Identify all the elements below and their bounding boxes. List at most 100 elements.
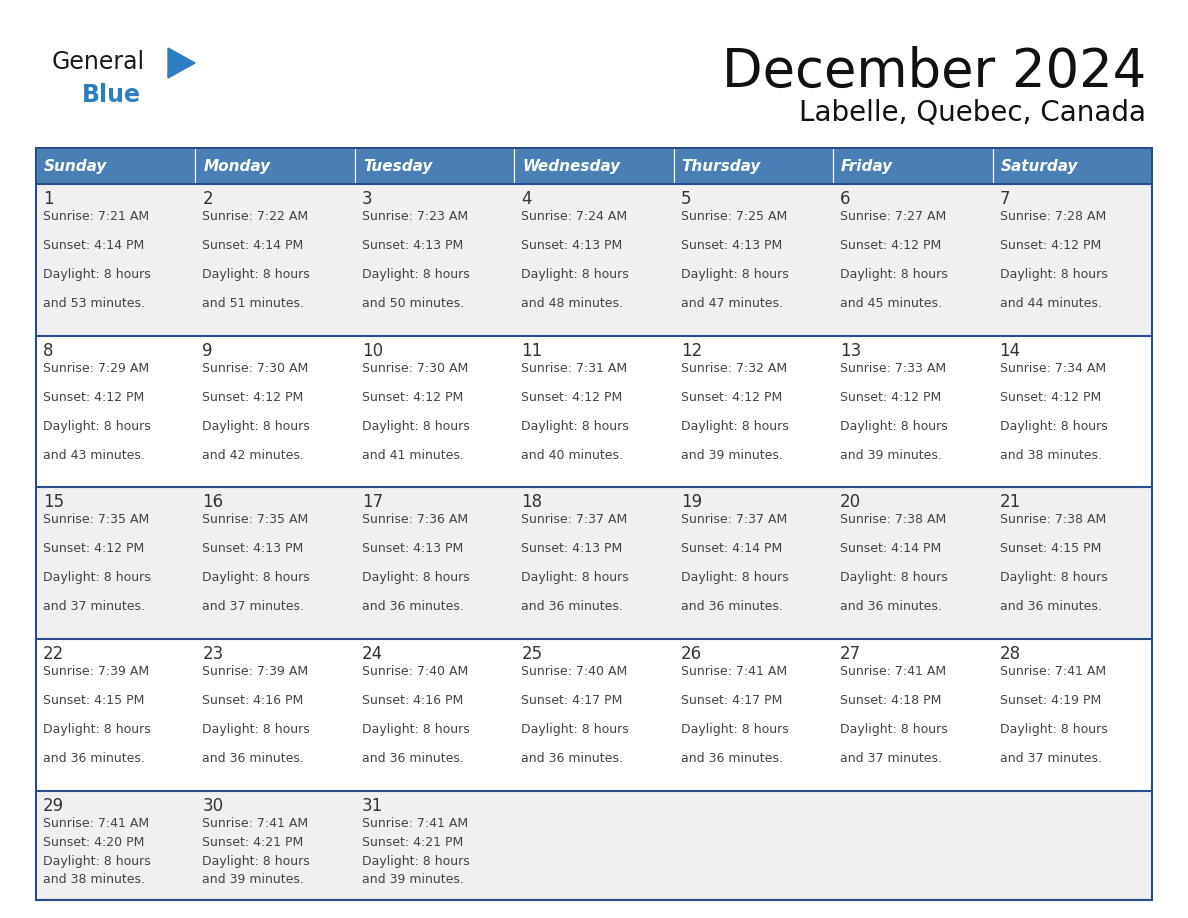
Text: Sunday: Sunday	[44, 159, 107, 174]
Text: 19: 19	[681, 493, 702, 511]
Text: Sunset: 4:20 PM: Sunset: 4:20 PM	[43, 835, 145, 848]
Bar	[833, 790, 992, 900]
Text: Sunset: 4:16 PM: Sunset: 4:16 PM	[202, 694, 304, 707]
Text: Sunset: 4:17 PM: Sunset: 4:17 PM	[522, 694, 623, 707]
Bar	[36, 148, 196, 184]
Text: Sunrise: 7:37 AM: Sunrise: 7:37 AM	[681, 513, 786, 526]
Bar	[514, 639, 674, 790]
Text: and 36 minutes.: and 36 minutes.	[202, 752, 304, 765]
Bar	[833, 148, 992, 184]
Text: Sunrise: 7:27 AM: Sunrise: 7:27 AM	[840, 210, 947, 223]
Text: Daylight: 8 hours: Daylight: 8 hours	[202, 855, 310, 868]
Text: Sunset: 4:17 PM: Sunset: 4:17 PM	[681, 694, 782, 707]
Text: 25: 25	[522, 645, 543, 663]
Bar	[674, 639, 833, 790]
Bar	[674, 790, 833, 900]
Bar	[196, 790, 355, 900]
Text: and 45 minutes.: and 45 minutes.	[840, 297, 942, 310]
Text: Labelle, Quebec, Canada: Labelle, Quebec, Canada	[800, 98, 1146, 126]
Text: and 38 minutes.: and 38 minutes.	[43, 873, 145, 887]
Text: Daylight: 8 hours: Daylight: 8 hours	[999, 571, 1107, 585]
Bar	[36, 639, 196, 790]
Text: and 51 minutes.: and 51 minutes.	[202, 297, 304, 310]
Text: 12: 12	[681, 341, 702, 360]
Text: 6: 6	[840, 190, 851, 208]
Text: 23: 23	[202, 645, 223, 663]
Bar	[833, 639, 992, 790]
Bar	[514, 336, 674, 487]
Text: Sunrise: 7:30 AM: Sunrise: 7:30 AM	[202, 362, 309, 375]
Text: 24: 24	[362, 645, 383, 663]
Text: 4: 4	[522, 190, 532, 208]
Bar	[992, 336, 1152, 487]
Text: Sunrise: 7:25 AM: Sunrise: 7:25 AM	[681, 210, 786, 223]
Text: and 36 minutes.: and 36 minutes.	[522, 752, 624, 765]
Text: Sunset: 4:12 PM: Sunset: 4:12 PM	[43, 391, 144, 404]
Text: Sunset: 4:12 PM: Sunset: 4:12 PM	[522, 391, 623, 404]
Bar	[36, 184, 196, 336]
Text: Sunset: 4:15 PM: Sunset: 4:15 PM	[999, 543, 1101, 555]
Text: 1: 1	[43, 190, 53, 208]
Text: 21: 21	[999, 493, 1020, 511]
Text: and 39 minutes.: and 39 minutes.	[681, 449, 783, 462]
Text: and 36 minutes.: and 36 minutes.	[362, 600, 463, 613]
Text: and 37 minutes.: and 37 minutes.	[43, 600, 145, 613]
Text: Daylight: 8 hours: Daylight: 8 hours	[362, 723, 469, 736]
Text: Daylight: 8 hours: Daylight: 8 hours	[522, 268, 628, 281]
Text: Daylight: 8 hours: Daylight: 8 hours	[999, 723, 1107, 736]
Text: Sunrise: 7:31 AM: Sunrise: 7:31 AM	[522, 362, 627, 375]
Text: Daylight: 8 hours: Daylight: 8 hours	[681, 420, 789, 432]
Text: Sunrise: 7:41 AM: Sunrise: 7:41 AM	[43, 817, 150, 830]
Bar	[196, 487, 355, 639]
Text: 31: 31	[362, 797, 383, 815]
Text: Daylight: 8 hours: Daylight: 8 hours	[999, 268, 1107, 281]
Bar	[833, 487, 992, 639]
Text: Sunset: 4:19 PM: Sunset: 4:19 PM	[999, 694, 1101, 707]
Text: and 38 minutes.: and 38 minutes.	[999, 449, 1101, 462]
Text: Daylight: 8 hours: Daylight: 8 hours	[202, 420, 310, 432]
Text: Sunset: 4:12 PM: Sunset: 4:12 PM	[362, 391, 463, 404]
Text: Sunset: 4:12 PM: Sunset: 4:12 PM	[43, 543, 144, 555]
Text: Friday: Friday	[841, 159, 893, 174]
Bar	[674, 148, 833, 184]
Text: 3: 3	[362, 190, 373, 208]
Text: 15: 15	[43, 493, 64, 511]
Text: Sunset: 4:14 PM: Sunset: 4:14 PM	[681, 543, 782, 555]
Polygon shape	[168, 48, 195, 78]
Text: 11: 11	[522, 341, 543, 360]
Bar	[196, 336, 355, 487]
Text: 30: 30	[202, 797, 223, 815]
Text: Sunset: 4:21 PM: Sunset: 4:21 PM	[362, 835, 463, 848]
Text: Sunrise: 7:24 AM: Sunrise: 7:24 AM	[522, 210, 627, 223]
Text: Daylight: 8 hours: Daylight: 8 hours	[362, 571, 469, 585]
Text: Daylight: 8 hours: Daylight: 8 hours	[840, 723, 948, 736]
Bar	[355, 336, 514, 487]
Bar	[833, 184, 992, 336]
Bar	[36, 148, 1152, 900]
Text: and 43 minutes.: and 43 minutes.	[43, 449, 145, 462]
Text: Daylight: 8 hours: Daylight: 8 hours	[362, 420, 469, 432]
Bar	[992, 639, 1152, 790]
Text: Saturday: Saturday	[1000, 159, 1078, 174]
Bar	[355, 148, 514, 184]
Text: Sunset: 4:21 PM: Sunset: 4:21 PM	[202, 835, 304, 848]
Text: Daylight: 8 hours: Daylight: 8 hours	[522, 420, 628, 432]
Bar	[355, 639, 514, 790]
Text: Sunrise: 7:41 AM: Sunrise: 7:41 AM	[362, 817, 468, 830]
Text: Sunset: 4:12 PM: Sunset: 4:12 PM	[202, 391, 304, 404]
Text: Daylight: 8 hours: Daylight: 8 hours	[202, 723, 310, 736]
Bar	[992, 184, 1152, 336]
Text: Monday: Monday	[203, 159, 271, 174]
Text: Sunset: 4:13 PM: Sunset: 4:13 PM	[522, 543, 623, 555]
Bar	[196, 184, 355, 336]
Text: Sunrise: 7:38 AM: Sunrise: 7:38 AM	[840, 513, 947, 526]
Text: Sunset: 4:18 PM: Sunset: 4:18 PM	[840, 694, 942, 707]
Text: Sunset: 4:14 PM: Sunset: 4:14 PM	[840, 543, 941, 555]
Bar	[196, 148, 355, 184]
Text: Sunset: 4:12 PM: Sunset: 4:12 PM	[840, 391, 941, 404]
Bar	[36, 336, 196, 487]
Text: Sunrise: 7:39 AM: Sunrise: 7:39 AM	[202, 665, 309, 678]
Text: Sunset: 4:16 PM: Sunset: 4:16 PM	[362, 694, 463, 707]
Text: and 48 minutes.: and 48 minutes.	[522, 297, 624, 310]
Text: 22: 22	[43, 645, 64, 663]
